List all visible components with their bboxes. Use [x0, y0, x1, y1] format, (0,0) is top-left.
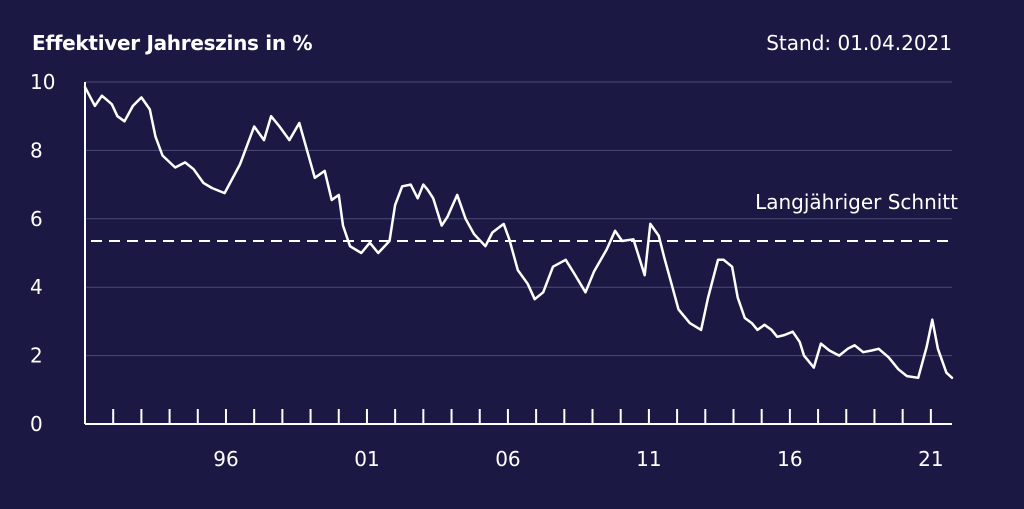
x-tick-label: 01	[354, 447, 379, 471]
x-tick-label: 96	[213, 447, 238, 471]
y-tick-label: 10	[30, 70, 55, 94]
series-line	[83, 85, 954, 380]
as-of-date: Stand: 01.04.2021	[766, 31, 952, 55]
y-tick-label: 4	[30, 275, 43, 299]
y-tick-label: 2	[30, 344, 43, 368]
chart-title: Effektiver Jahreszins in %	[32, 31, 313, 55]
reference-line-label: Langjähriger Schnitt	[755, 190, 958, 214]
y-tick-label: 6	[30, 207, 43, 231]
y-tick-label: 8	[30, 138, 43, 162]
y-tick-label: 0	[30, 412, 43, 436]
x-tick-label: 16	[777, 447, 802, 471]
x-tick-label: 11	[636, 447, 661, 471]
x-tick-label: 21	[918, 447, 943, 471]
x-tick-label: 06	[495, 447, 520, 471]
